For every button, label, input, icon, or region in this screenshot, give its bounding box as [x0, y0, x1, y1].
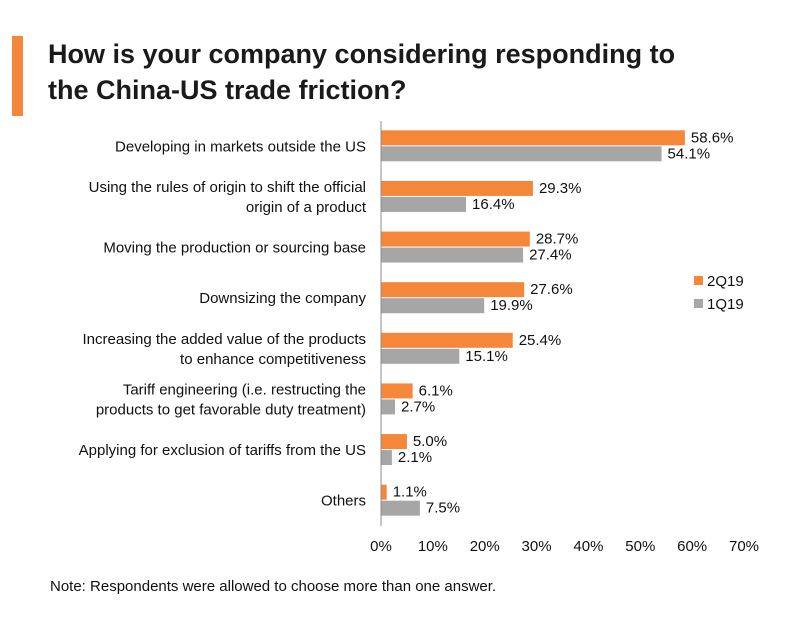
- category-label: Downsizing the company: [199, 290, 366, 307]
- data-label-2q19: 1.1%: [393, 484, 427, 501]
- bar-2q19: [381, 282, 525, 298]
- data-label-1q19: 19.9%: [490, 297, 533, 314]
- x-tick-label: 40%: [573, 538, 603, 555]
- bar-2q19: [381, 332, 513, 348]
- category-label: Applying for exclusion of tariffs from t…: [79, 442, 366, 459]
- data-label-1q19: 2.7%: [401, 398, 435, 415]
- x-tick-label: 0%: [370, 538, 392, 555]
- data-label-2q19: 27.6%: [530, 281, 573, 298]
- legend-swatch-2q19: [694, 276, 703, 285]
- data-label-1q19: 2.1%: [398, 449, 432, 466]
- bar-1q19: [381, 399, 396, 415]
- x-tick-label: 10%: [418, 538, 448, 555]
- category-label: Moving the production or sourcing base: [103, 240, 366, 257]
- legend-label-2q19: 2Q19: [707, 273, 744, 290]
- bar-2q19: [381, 130, 685, 146]
- x-tick-label: 20%: [470, 538, 500, 555]
- legend-swatch-1q19: [694, 299, 703, 308]
- footnote: Note: Respondents were allowed to choose…: [50, 578, 497, 595]
- category-label: Increasing the added value of the produc…: [82, 331, 366, 348]
- x-tick-label: 70%: [729, 538, 759, 555]
- data-label-2q19: 5.0%: [413, 433, 447, 450]
- title-accent-bar: [12, 36, 23, 116]
- bar-2q19: [381, 484, 387, 500]
- bar-1q19: [381, 500, 420, 516]
- legend-label-1q19: 1Q19: [707, 296, 744, 313]
- bar-chart: 0% 10% 20% 30% 40% 50% 60% 70% Developing in mar…: [79, 121, 759, 555]
- x-tick-label: 30%: [522, 538, 552, 555]
- data-label-2q19: 25.4%: [519, 332, 562, 349]
- data-label-1q19: 27.4%: [529, 247, 572, 264]
- category-label: Using the rules of origin to shift the o…: [89, 179, 366, 196]
- bar-1q19: [381, 450, 392, 466]
- data-label-1q19: 54.1%: [668, 145, 711, 162]
- bar-2q19: [381, 180, 533, 196]
- x-tick-label: 60%: [677, 538, 707, 555]
- chart-title-line-1: How is your company considering respondi…: [48, 39, 676, 69]
- bar-2q19: [381, 434, 407, 450]
- bar-1q19: [381, 146, 662, 162]
- bar-2q19: [381, 231, 530, 247]
- data-label-2q19: 58.6%: [691, 129, 734, 146]
- data-label-2q19: 29.3%: [539, 180, 582, 197]
- chart-title-line-2: the China-US trade friction?: [48, 75, 407, 105]
- bar-1q19: [381, 247, 524, 263]
- bar-1q19: [381, 298, 485, 314]
- category-label: products to get favorable duty treatment…: [96, 401, 366, 418]
- category-label: Others: [321, 493, 366, 510]
- bar-1q19: [381, 348, 460, 364]
- category-label: origin of a product: [246, 199, 367, 216]
- data-label-2q19: 28.7%: [536, 231, 579, 248]
- data-label-1q19: 15.1%: [465, 348, 508, 365]
- bar-1q19: [381, 196, 467, 212]
- bar-2q19: [381, 383, 413, 399]
- category-label: to enhance competitiveness: [180, 351, 366, 368]
- data-label-2q19: 6.1%: [419, 382, 453, 399]
- data-label-1q19: 7.5%: [426, 500, 460, 517]
- x-tick-label: 50%: [625, 538, 655, 555]
- category-label: Tariff engineering (i.e. restructing the: [123, 381, 366, 398]
- chart-title: How is your company considering respondi…: [48, 36, 748, 108]
- data-label-1q19: 16.4%: [472, 196, 515, 213]
- category-label: Developing in markets outside the US: [115, 138, 366, 155]
